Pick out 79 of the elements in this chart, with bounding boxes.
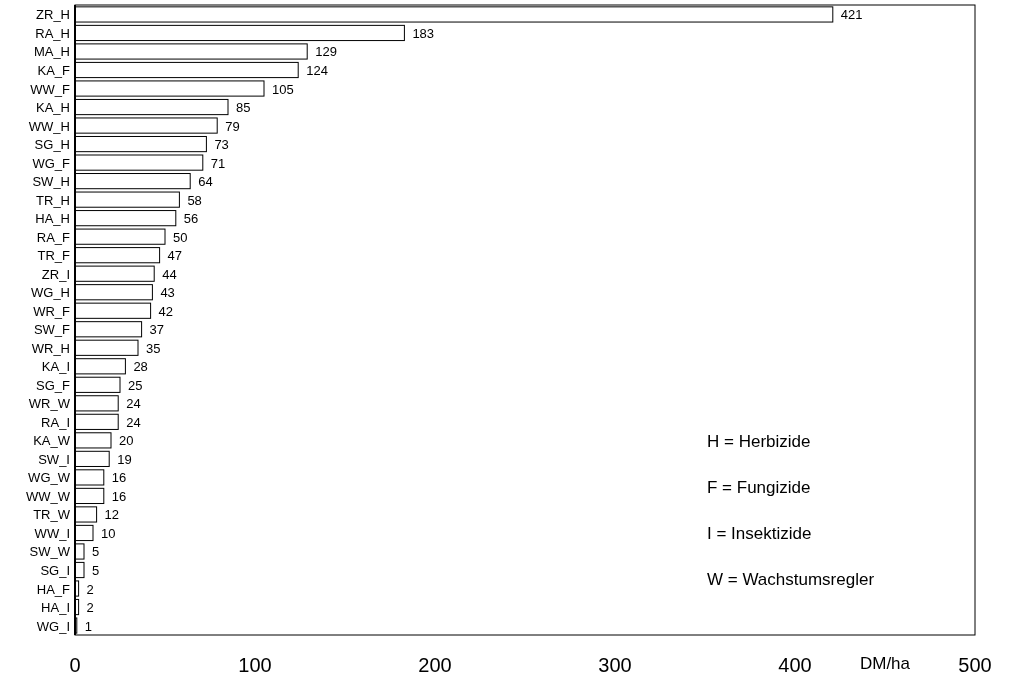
data-label: 5 xyxy=(92,544,100,560)
data-label: 2 xyxy=(86,581,94,597)
y-tick-label: HA_F xyxy=(36,581,71,597)
y-tick-label: TR_H xyxy=(36,192,70,208)
data-label: 24 xyxy=(126,414,141,430)
data-label: 16 xyxy=(111,470,127,486)
data-label: 37 xyxy=(149,322,165,338)
y-tick-label: WG_F xyxy=(32,155,71,171)
y-tick-label: WG_W xyxy=(28,470,71,486)
annotation: W = Wachstumsregler xyxy=(707,570,875,589)
y-tick-label: WR_W xyxy=(28,396,71,412)
y-tick-label: TR_F xyxy=(37,248,71,264)
y-tick-label: SG_I xyxy=(40,563,70,578)
y-tick-label: WW_I xyxy=(34,525,70,541)
data-label: 183 xyxy=(412,25,435,41)
annotation: I = Insektizide xyxy=(707,524,812,543)
data-label: 25 xyxy=(128,377,143,393)
x-tick-label: 500 xyxy=(958,654,992,676)
data-label: 35 xyxy=(146,340,161,356)
y-tick-label: WW_H xyxy=(28,118,70,134)
y-tick-label: SG_H xyxy=(34,137,70,153)
y-tick-label: RA_H xyxy=(35,25,70,41)
y-tick-label: ZR_H xyxy=(36,7,70,23)
y-tick-label: WG_I xyxy=(36,618,70,634)
data-label: 1 xyxy=(84,618,93,634)
data-label: 56 xyxy=(183,211,199,227)
data-label: 85 xyxy=(236,100,251,116)
data-label: 79 xyxy=(225,118,240,134)
y-tick-label: WG_H xyxy=(31,285,70,301)
data-label: 42 xyxy=(158,303,174,319)
data-label: 10 xyxy=(101,525,116,541)
data-label: 71 xyxy=(210,155,226,171)
y-tick-label: MA_H xyxy=(33,44,70,60)
y-tick-label: WW_W xyxy=(25,488,71,504)
y-tick-label: HA_H xyxy=(35,211,70,227)
x-tick-label: 100 xyxy=(238,654,272,676)
y-tick-label: SW_H xyxy=(32,174,70,190)
x-axis-title: DM/ha xyxy=(859,654,911,673)
data-label: 5 xyxy=(92,563,100,578)
y-tick-label: HA_I xyxy=(41,600,70,616)
data-label: 12 xyxy=(104,507,120,523)
x-tick-label: 0 xyxy=(69,654,81,676)
x-tick-label: 400 xyxy=(778,654,812,676)
y-tick-label: KA_H xyxy=(36,100,70,116)
data-label: 47 xyxy=(167,248,183,264)
y-tick-label: RA_F xyxy=(36,229,71,245)
y-tick-label: KA_I xyxy=(41,359,70,375)
data-label: 16 xyxy=(111,488,127,504)
data-label: 50 xyxy=(173,229,188,245)
y-tick-label: WR_F xyxy=(33,303,71,319)
data-label: 58 xyxy=(187,192,202,208)
y-tick-label: KA_F xyxy=(37,63,71,78)
data-label: 44 xyxy=(162,266,177,282)
data-label: 129 xyxy=(315,44,337,60)
x-tick-label: 200 xyxy=(418,654,452,676)
data-label: 24 xyxy=(126,396,141,412)
y-tick-label: TR_W xyxy=(33,507,71,523)
y-tick-label: WW_F xyxy=(30,81,71,97)
y-tick-label: ZR_I xyxy=(41,266,70,282)
y-tick-label: KA_W xyxy=(33,433,71,449)
x-tick-label: 300 xyxy=(598,654,632,676)
y-tick-label: WR_H xyxy=(31,340,70,356)
data-label: 28 xyxy=(133,359,148,375)
data-label: 64 xyxy=(198,174,213,190)
data-label: 105 xyxy=(272,81,294,97)
data-label: 73 xyxy=(214,137,229,153)
y-tick-label: SW_I xyxy=(38,451,70,467)
data-label: 19 xyxy=(117,451,132,467)
y-tick-label: SW_W xyxy=(29,544,71,560)
annotation: F = Fungizide xyxy=(707,478,811,497)
y-tick-label: RA_I xyxy=(41,414,70,430)
data-label: 2 xyxy=(86,600,94,616)
y-tick-label: SW_F xyxy=(33,322,71,338)
data-label: 43 xyxy=(160,285,175,301)
y-tick-label: SG_F xyxy=(36,377,71,393)
annotation: H = Herbizide xyxy=(707,432,811,451)
data-label: 124 xyxy=(306,63,328,78)
data-label: 421 xyxy=(840,7,863,23)
data-label: 20 xyxy=(119,433,134,449)
